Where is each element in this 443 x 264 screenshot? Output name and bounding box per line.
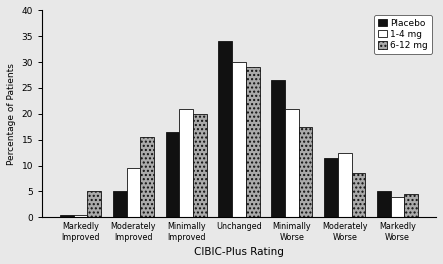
Bar bbox=[377, 191, 391, 217]
Bar bbox=[246, 67, 260, 217]
Bar bbox=[74, 215, 87, 217]
Bar bbox=[271, 80, 285, 217]
Bar bbox=[127, 168, 140, 217]
Bar bbox=[352, 173, 365, 217]
Bar bbox=[218, 41, 232, 217]
Bar bbox=[299, 127, 312, 217]
Bar bbox=[60, 215, 74, 217]
Bar bbox=[391, 197, 404, 217]
Bar bbox=[324, 158, 338, 217]
Bar bbox=[113, 191, 127, 217]
Y-axis label: Percentage of Patients: Percentage of Patients bbox=[7, 63, 16, 165]
Bar bbox=[232, 62, 246, 217]
Bar bbox=[179, 109, 193, 217]
Bar bbox=[166, 132, 179, 217]
Bar bbox=[193, 114, 207, 217]
Bar bbox=[338, 153, 352, 217]
Bar bbox=[87, 191, 101, 217]
Bar bbox=[140, 137, 154, 217]
X-axis label: CIBIC-Plus Rating: CIBIC-Plus Rating bbox=[194, 247, 284, 257]
Legend: Placebo, 1-4 mg, 6-12 mg: Placebo, 1-4 mg, 6-12 mg bbox=[374, 15, 431, 54]
Bar bbox=[285, 109, 299, 217]
Bar bbox=[404, 194, 418, 217]
